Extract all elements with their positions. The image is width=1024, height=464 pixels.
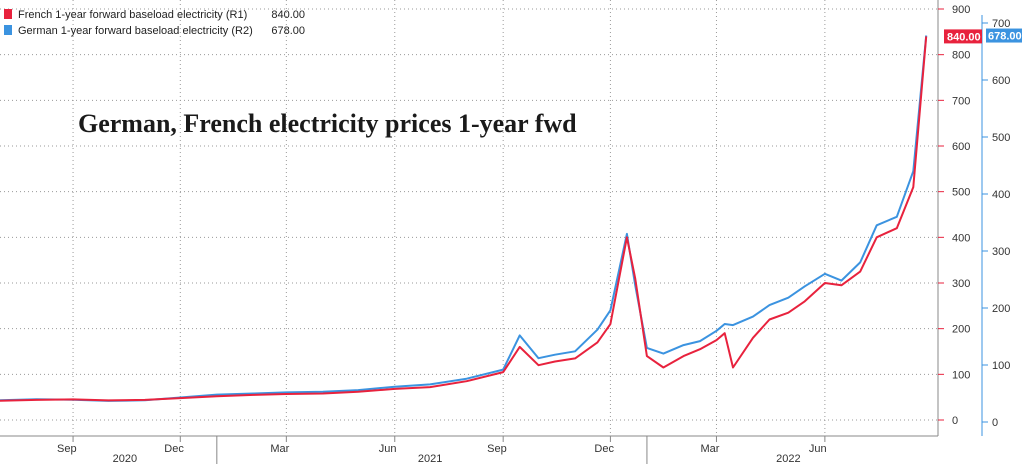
x-tick-label: Mar [270, 443, 289, 455]
y-tick-label-r1: 900 [952, 4, 970, 16]
x-tick-label: Jun [809, 443, 827, 455]
legend-value-french: 840.00 [271, 9, 305, 21]
y-axis-r2: 0 100 200 300 400 500 600 700 [981, 15, 1010, 436]
series-line-german [0, 35, 928, 402]
x-year-label: 2022 [776, 453, 800, 464]
y-tick-label-r2: 0 [992, 417, 998, 429]
y-tick-label-r2: 100 [992, 360, 1010, 372]
last-value-tags: 840.00 678.00 [944, 28, 1022, 44]
last-value-tag-german-text: 678.00 [988, 31, 1022, 43]
y-tick-label-r2: 400 [992, 189, 1010, 201]
x-tick-label: Dec [594, 443, 614, 455]
x-tick-label: Sep [487, 443, 507, 455]
series-lines [0, 35, 928, 402]
y-tick-label-r2: 700 [992, 18, 1010, 30]
plot-area [0, 0, 938, 436]
x-tick-label: Mar [700, 443, 719, 455]
legend-label-french: French 1-year forward baseload electrici… [18, 9, 247, 21]
legend: French 1-year forward baseload electrici… [4, 9, 305, 37]
last-value-tag-german [986, 28, 1022, 43]
y-tick-label-r1: 300 [952, 278, 970, 290]
chart-title: German, French electricity prices 1-year… [78, 109, 577, 138]
y-tick-label-r1: 600 [952, 141, 970, 153]
last-value-tag-french [944, 29, 982, 44]
x-tick-label: Sep [57, 443, 77, 455]
y-axis-r1: 0 100 200 300 400 500 600 700 800 900 [938, 4, 970, 427]
y-tick-label-r1: 0 [952, 415, 958, 427]
x-year-label: 2020 [113, 453, 137, 464]
legend-swatch-german [4, 25, 12, 35]
x-axis: Sep Dec Mar Jun Sep Dec Mar Jun 2020 2021 2022 [57, 436, 827, 464]
legend-swatch-french [4, 9, 12, 19]
y-tick-label-r2: 600 [992, 75, 1010, 87]
last-value-tag-french-text: 840.00 [947, 31, 981, 43]
x-year-label: 2021 [418, 453, 442, 464]
y-tick-label-r2: 200 [992, 303, 1010, 315]
series-line-french [0, 36, 928, 402]
y-tick-label-r1: 200 [952, 324, 970, 336]
legend-value-german: 678.00 [271, 25, 305, 37]
y-tick-label-r2: 300 [992, 246, 1010, 258]
x-tick-label: Jun [379, 443, 397, 455]
gridlines [0, 0, 938, 436]
y-tick-label-r1: 400 [952, 232, 970, 244]
x-tick-label: Dec [164, 443, 184, 455]
y-tick-label-r1: 100 [952, 369, 970, 381]
legend-label-german: German 1-year forward baseload electrici… [18, 25, 253, 37]
y-tick-label-r2: 500 [992, 132, 1010, 144]
y-tick-label-r1: 800 [952, 50, 970, 62]
y-tick-label-r1: 500 [952, 187, 970, 199]
y-tick-label-r1: 700 [952, 95, 970, 107]
